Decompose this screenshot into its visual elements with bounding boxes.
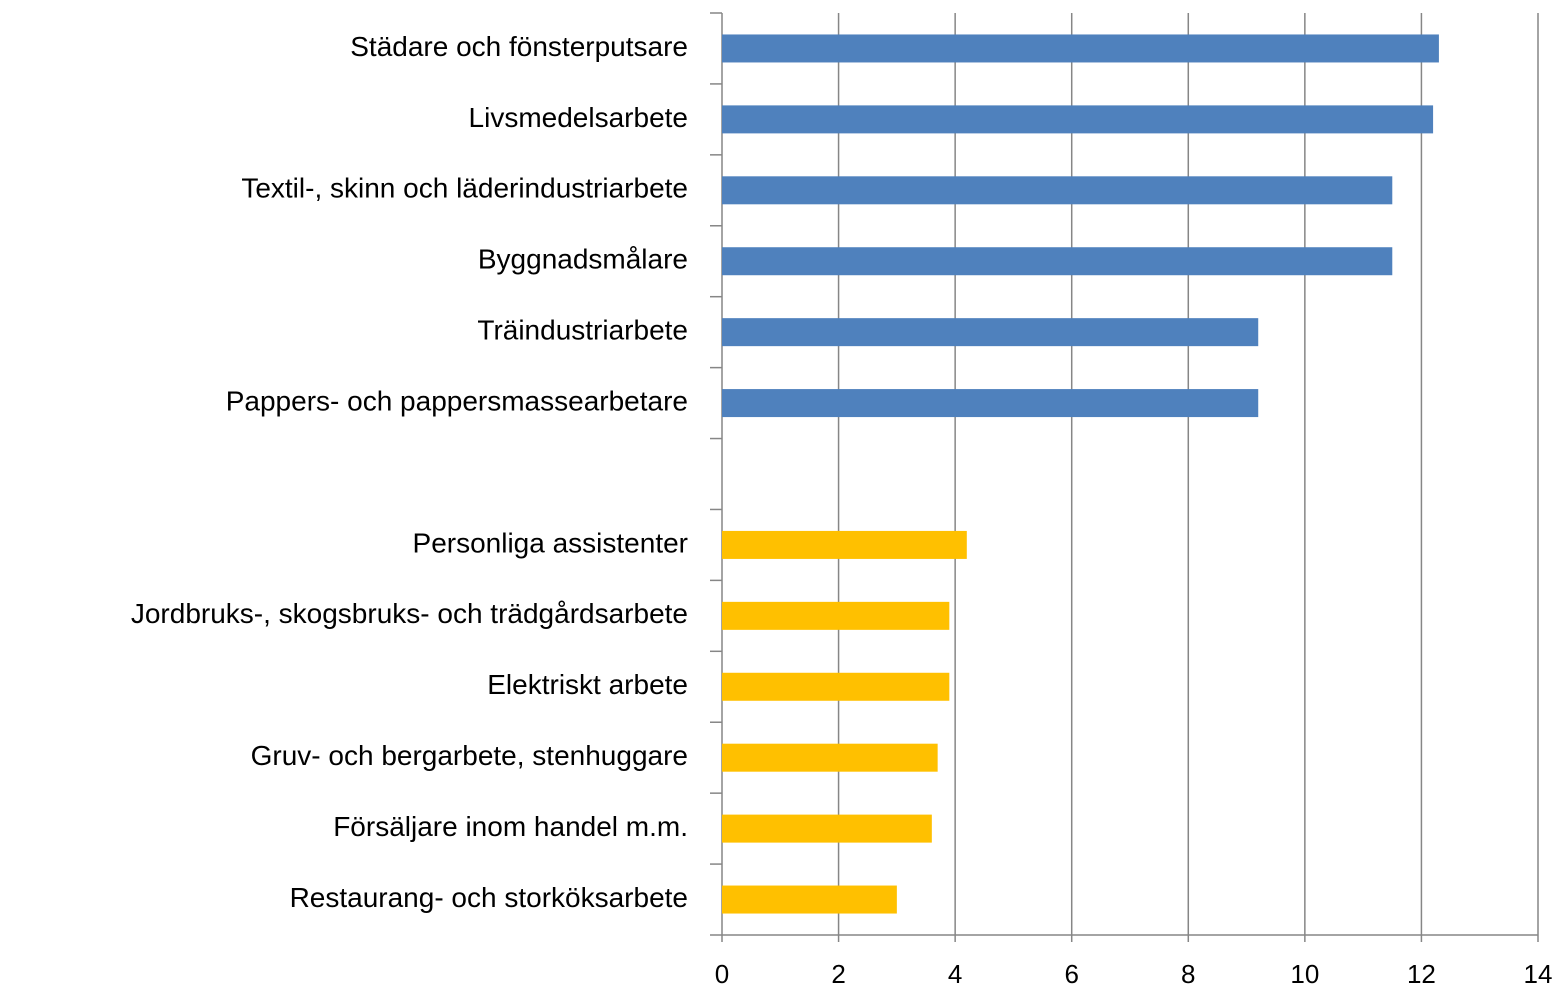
x-tick-label: 2 bbox=[831, 959, 845, 989]
bar bbox=[722, 601, 950, 630]
bar bbox=[722, 530, 967, 559]
y-tick-label: Jordbruks-, skogsbruks- och trädgårdsarb… bbox=[131, 598, 688, 629]
x-tick-label: 4 bbox=[948, 959, 962, 989]
y-tick-label: Städare och fönsterputsare bbox=[350, 31, 688, 62]
bar bbox=[722, 247, 1393, 276]
y-tick-label: Textil-, skinn och läderindustriarbete bbox=[241, 173, 688, 204]
bar bbox=[722, 885, 897, 914]
y-tick-label: Personliga assistenter bbox=[413, 527, 688, 558]
bar bbox=[722, 34, 1439, 63]
bar bbox=[722, 743, 938, 772]
y-tick-label: Försäljare inom handel m.m. bbox=[333, 811, 688, 842]
bar bbox=[722, 389, 1259, 418]
x-tick-label: 8 bbox=[1181, 959, 1195, 989]
bar bbox=[722, 176, 1393, 205]
bar bbox=[722, 814, 932, 843]
x-tick-label: 14 bbox=[1524, 959, 1553, 989]
y-tick-label: Pappers- och pappersmassearbetare bbox=[226, 385, 688, 416]
x-tick-label: 12 bbox=[1407, 959, 1436, 989]
x-tick-label: 10 bbox=[1290, 959, 1319, 989]
bar bbox=[722, 672, 950, 701]
y-tick-label: Träindustriarbete bbox=[477, 315, 688, 346]
y-tick-label: Livsmedelsarbete bbox=[469, 102, 688, 133]
y-tick-label: Gruv- och bergarbete, stenhuggare bbox=[251, 740, 688, 771]
y-tick-label: Elektriskt arbete bbox=[487, 669, 688, 700]
bar bbox=[722, 318, 1259, 347]
x-tick-label: 6 bbox=[1064, 959, 1078, 989]
x-tick-label: 0 bbox=[715, 959, 729, 989]
bar bbox=[722, 105, 1434, 134]
y-tick-label: Restaurang- och storköksarbete bbox=[290, 882, 688, 913]
y-tick-label: Byggnadsmålare bbox=[478, 244, 688, 275]
